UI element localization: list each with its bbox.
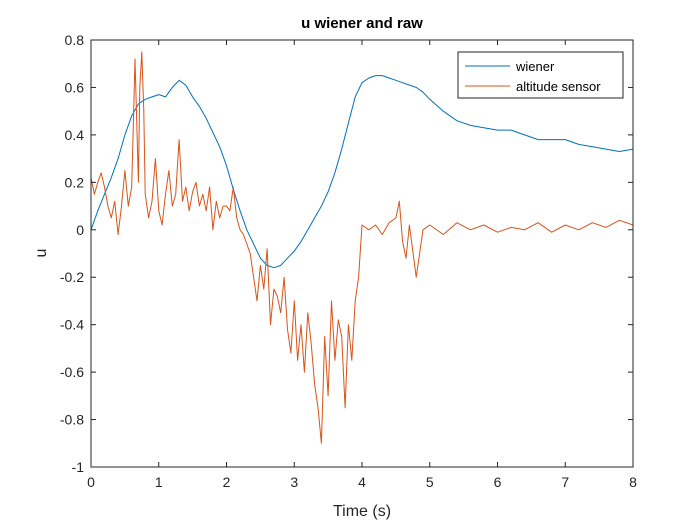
x-axis-label: Time (s) <box>333 503 391 520</box>
y-tick-label: 0.4 <box>65 127 85 143</box>
series-line-altitude-sensor <box>90 51 634 444</box>
legend-label-altitude-sensor: altitude sensor <box>516 79 601 94</box>
y-tick-label: -0.6 <box>60 364 84 380</box>
ticks-layer: 0 1 2 3 4 5 6 7 8 -1 -0.8 -0.6 -0.4 -0.2 0 0.2 0.4 0.6 0.8 <box>60 32 637 490</box>
legend-label-wiener: wiener <box>515 59 555 74</box>
plot-area <box>91 40 633 467</box>
x-tick-label: 5 <box>426 474 434 490</box>
y-tick-label: 0 <box>76 222 84 238</box>
x-tick-label: 4 <box>358 474 366 490</box>
y-tick-label: -1 <box>72 459 85 475</box>
series-line-wiener <box>90 75 634 269</box>
y-tick-label: 0.2 <box>65 174 85 190</box>
x-tick-label: 7 <box>561 474 569 490</box>
legend: wiener altitude sensor <box>457 51 624 99</box>
y-tick-label: -0.2 <box>60 269 84 285</box>
y-tick-label: -0.4 <box>60 317 84 333</box>
series-layer <box>90 51 634 444</box>
legend-box <box>457 51 624 99</box>
x-tick-label: 8 <box>629 474 637 490</box>
y-axis-label: u <box>33 249 50 258</box>
x-tick-label: 3 <box>290 474 298 490</box>
y-tick-label: -0.8 <box>60 412 84 428</box>
chart-title: u wiener and raw <box>301 15 423 32</box>
x-tick-label: 0 <box>87 474 95 490</box>
y-tick-label: 0.8 <box>65 32 85 48</box>
x-tick-label: 6 <box>494 474 502 490</box>
y-tick-label: 0.6 <box>65 79 85 95</box>
x-tick-label: 1 <box>155 474 163 490</box>
x-tick-label: 2 <box>223 474 231 490</box>
